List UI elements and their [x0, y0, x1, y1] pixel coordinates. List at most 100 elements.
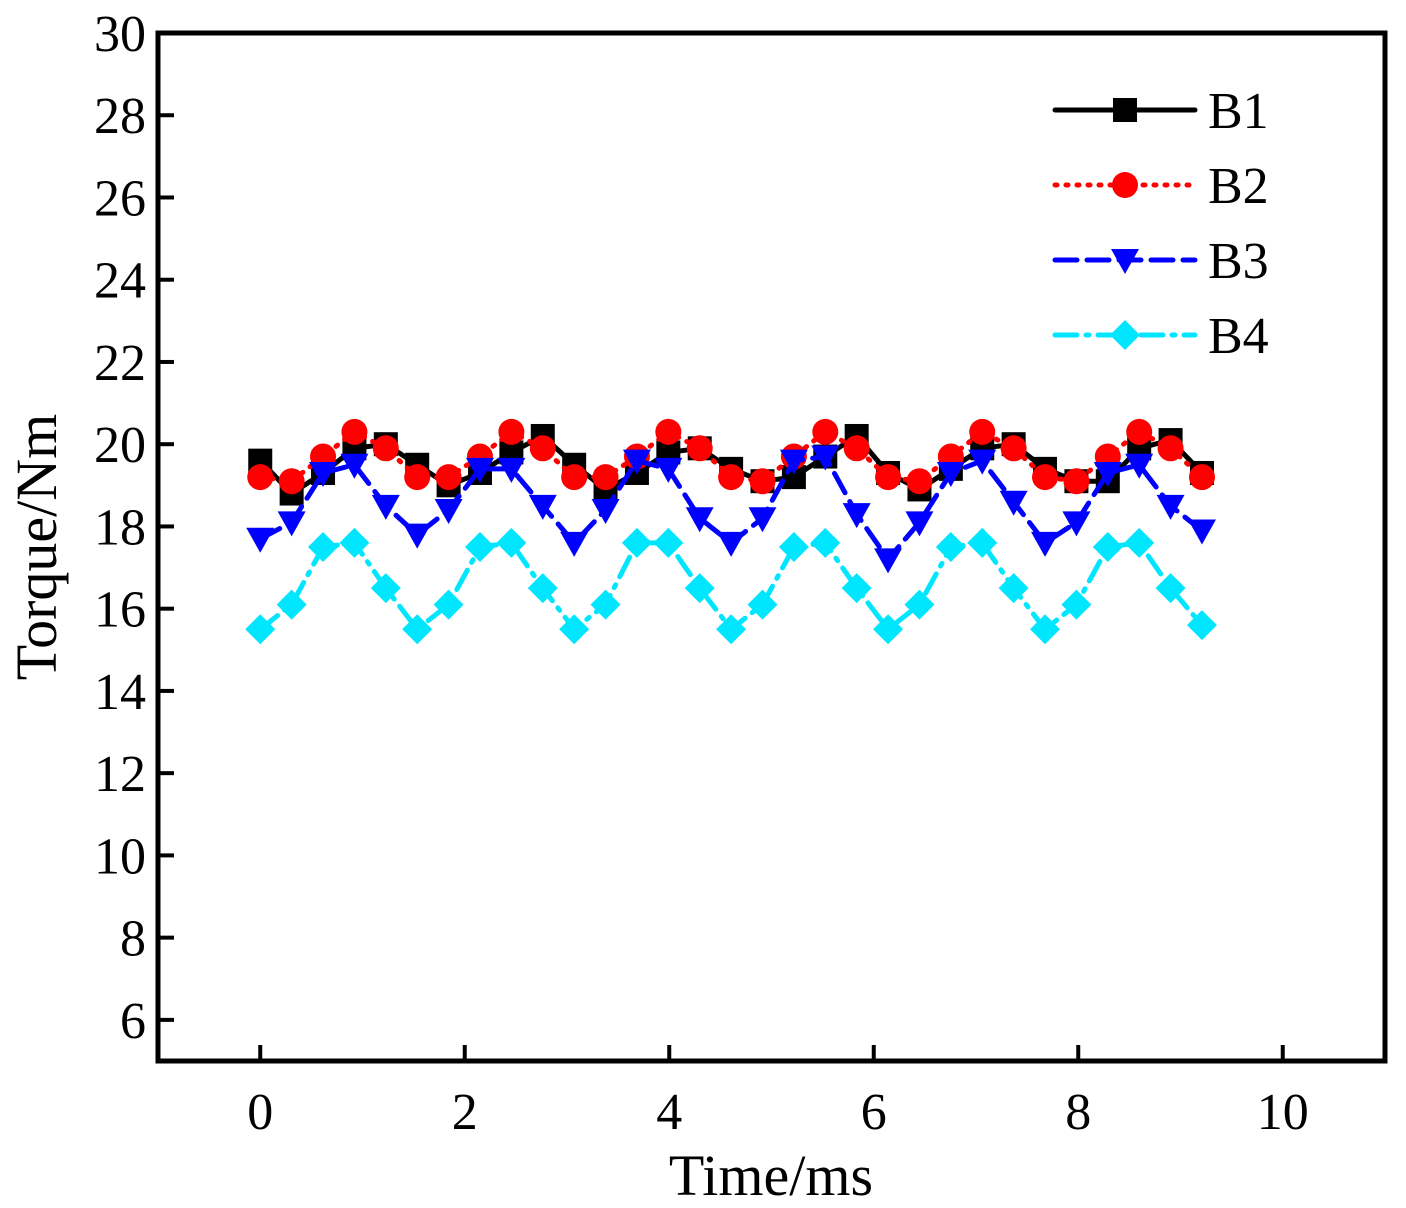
data-point-B2-15 — [718, 464, 745, 491]
y-axis-title: Torque/Nm — [4, 414, 69, 681]
data-point-B2-8 — [498, 418, 525, 445]
data-point-B2-14 — [686, 435, 713, 462]
data-point-B4-21 — [904, 589, 935, 620]
series-B4 — [245, 527, 1217, 645]
data-point-B3-23 — [968, 449, 997, 475]
data-point-B3-30 — [1187, 519, 1216, 545]
data-point-B2-30 — [1188, 464, 1215, 491]
y-tick-label-22: 22 — [94, 335, 146, 392]
data-point-B4-4 — [370, 573, 401, 604]
data-point-B2-21 — [906, 468, 933, 495]
data-point-B2-28 — [1126, 418, 1153, 445]
y-tick-label-8: 8 — [120, 911, 146, 968]
data-point-B3-6 — [434, 498, 463, 524]
legend-marker-B2 — [1112, 172, 1138, 198]
series-B2 — [247, 418, 1215, 495]
data-point-B3-4 — [371, 494, 400, 520]
x-tick-label-4: 4 — [656, 1084, 682, 1141]
data-point-B4-24 — [998, 573, 1029, 604]
data-point-B3-18 — [811, 445, 840, 471]
data-point-B2-20 — [875, 464, 902, 491]
data-point-B3-29 — [1156, 494, 1185, 520]
data-point-B4-16 — [747, 589, 778, 620]
data-point-B4-28 — [1124, 527, 1155, 558]
data-point-B2-3 — [341, 418, 368, 445]
data-point-B3-25 — [1031, 531, 1060, 557]
x-tick-label-2: 2 — [452, 1084, 478, 1141]
legend-label-B3: B3 — [1208, 233, 1269, 290]
y-tick-label-30: 30 — [94, 6, 146, 63]
data-point-B2-4 — [372, 435, 399, 462]
data-point-B3-10 — [560, 531, 589, 557]
x-tick-label-10: 10 — [1257, 1084, 1309, 1141]
data-point-B3-12 — [622, 449, 651, 475]
data-point-B3-1 — [277, 511, 306, 537]
data-point-B4-0 — [245, 614, 276, 645]
data-point-B3-19 — [842, 503, 871, 529]
data-point-B2-0 — [247, 464, 274, 491]
data-point-B2-25 — [1032, 464, 1059, 491]
data-point-B3-9 — [528, 494, 557, 520]
data-point-B4-20 — [873, 614, 904, 645]
data-point-B3-5 — [403, 523, 432, 549]
plot-frame — [155, 30, 1388, 1064]
x-tick-label-0: 0 — [247, 1084, 273, 1141]
legend-marker-B1 — [1113, 98, 1137, 122]
series-B3 — [246, 445, 1216, 574]
y-tick-label-14: 14 — [94, 664, 146, 721]
data-point-B2-23 — [969, 418, 996, 445]
data-point-B3-28 — [1125, 453, 1154, 479]
data-point-B2-10 — [561, 464, 588, 491]
data-point-B2-26 — [1063, 468, 1090, 495]
data-point-B4-1 — [276, 589, 307, 620]
data-point-B4-19 — [841, 573, 872, 604]
data-point-B3-11 — [591, 498, 620, 524]
data-point-B2-6 — [435, 464, 462, 491]
data-point-B2-16 — [749, 468, 776, 495]
legend-marker-B3 — [1111, 249, 1139, 274]
data-point-B3-13 — [654, 457, 683, 483]
data-point-B4-8 — [496, 527, 527, 558]
data-point-B4-29 — [1155, 573, 1186, 604]
data-point-B4-15 — [716, 614, 747, 645]
data-point-B2-29 — [1157, 435, 1184, 462]
data-point-B3-2 — [309, 461, 338, 487]
data-point-B3-0 — [246, 527, 275, 553]
x-axis-title: Time/ms — [669, 1143, 873, 1208]
legend-label-B1: B1 — [1208, 83, 1269, 140]
data-point-B4-9 — [527, 573, 558, 604]
data-point-B4-2 — [308, 532, 339, 562]
y-tick-label-10: 10 — [94, 828, 146, 885]
data-point-B2-18 — [812, 418, 839, 445]
y-tick-label-26: 26 — [94, 170, 146, 227]
data-point-B4-30 — [1186, 610, 1217, 641]
data-point-B3-22 — [936, 461, 965, 487]
y-tick-label-16: 16 — [94, 582, 146, 639]
data-point-B3-20 — [874, 548, 903, 574]
data-point-B3-16 — [748, 507, 777, 533]
data-point-B2-24 — [1000, 435, 1027, 462]
data-point-B3-27 — [1093, 461, 1122, 487]
data-point-B4-23 — [967, 527, 998, 558]
y-tick-label-6: 6 — [120, 993, 146, 1050]
legend-label-B4: B4 — [1208, 308, 1269, 365]
data-point-B2-19 — [843, 435, 870, 462]
series-layer — [245, 418, 1217, 645]
data-point-B4-5 — [402, 614, 433, 645]
data-point-B4-7 — [464, 532, 495, 562]
data-point-B4-18 — [810, 527, 841, 558]
y-tick-label-20: 20 — [94, 417, 146, 474]
y-axis: 6 8 10 12 14 16 18 20 22 24 26 28 30 — [94, 6, 174, 1050]
data-point-B3-8 — [497, 457, 526, 483]
data-point-B3-3 — [340, 453, 369, 479]
y-tick-label-28: 28 — [94, 88, 146, 145]
data-point-B2-1 — [278, 468, 305, 495]
y-tick-label-18: 18 — [94, 499, 146, 556]
data-point-B3-7 — [465, 457, 494, 483]
data-point-B4-3 — [339, 527, 370, 558]
data-point-B3-15 — [717, 531, 746, 557]
data-point-B4-25 — [1030, 614, 1061, 645]
data-point-B3-14 — [685, 507, 714, 533]
data-point-B4-13 — [653, 527, 684, 558]
data-point-B2-13 — [655, 418, 682, 445]
